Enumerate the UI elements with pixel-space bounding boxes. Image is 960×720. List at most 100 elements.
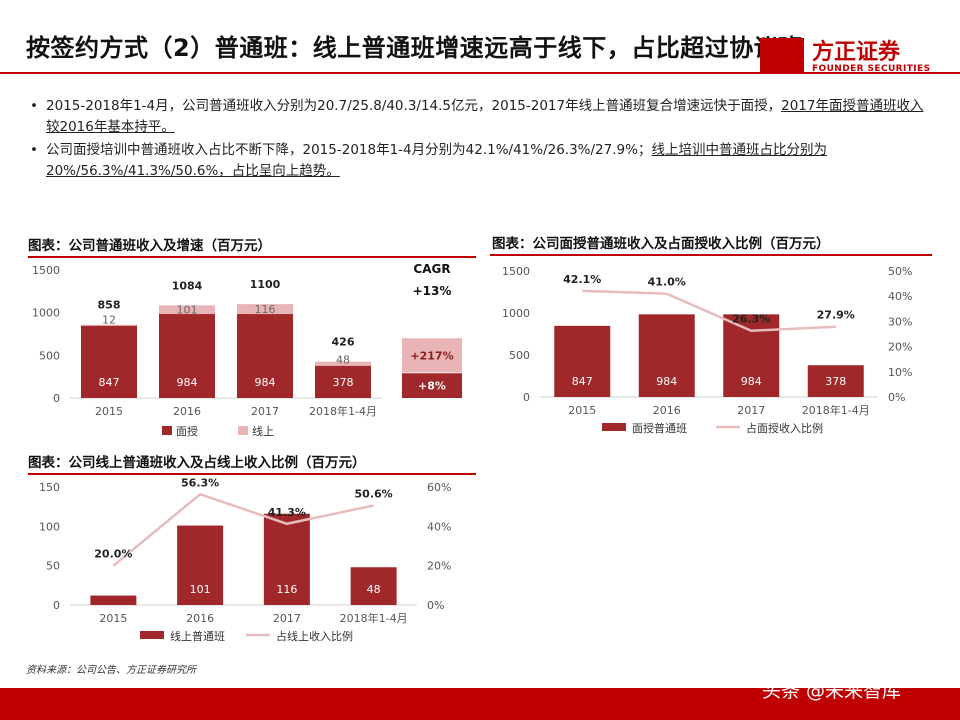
chart3-y2-tick: 60% xyxy=(427,481,451,494)
chart3-ratio-label: 56.3% xyxy=(181,476,219,489)
chart2-bar-label: 984 xyxy=(656,375,677,388)
chart2-category-label: 2016 xyxy=(653,404,681,417)
bullet-underlined-text: 线上培训中普通班占比分别为20%/56.3%/41.3%/50.6%，占比呈向上… xyxy=(46,142,827,179)
chart1-category-label: 2015 xyxy=(95,405,123,418)
chart1-svg: 0 500 1000 1500 847 12 858 2015 984 101 1084 2016 98… xyxy=(32,262,462,438)
chart1-y-tick: 0 xyxy=(53,392,60,405)
chart1-cagr-total: +13% xyxy=(413,284,452,298)
chart3-y-tick: 100 xyxy=(39,520,60,533)
chart3-bar-label: 48 xyxy=(367,583,381,596)
chart3-bar xyxy=(263,513,310,605)
title-divider xyxy=(0,72,960,74)
chart3-y-tick: 0 xyxy=(53,599,60,612)
logo-text-en: FOUNDER SECURITIES xyxy=(812,64,931,74)
chart3-category-label: 2015 xyxy=(99,612,127,625)
chart1-bar-online xyxy=(81,324,137,326)
chart3-bar-label: 116 xyxy=(276,583,297,596)
chart1-cagr-offline-box xyxy=(402,373,462,398)
chart1-cagr-offline: +8% xyxy=(418,380,446,393)
source-note: 资料来源：公司公告、方正证券研究所 xyxy=(26,665,196,676)
page-title: 按签约方式（2）普通班：线上普通班增速远高于线下，占比超过协议班 xyxy=(26,34,803,62)
summary-bullets: 2015-2018年1-4月，公司普通班收入分别为20.7/25.8/40.3/… xyxy=(28,96,928,184)
logo-mark-icon xyxy=(760,38,804,74)
chart1-category-label: 2017 xyxy=(251,405,279,418)
bullet-item: 2015-2018年1-4月，公司普通班收入分别为20.7/25.8/40.3/… xyxy=(28,96,928,138)
chart1-total-label: 1084 xyxy=(172,279,203,292)
chart2-y2-tick: 30% xyxy=(888,315,912,328)
chart2-bar xyxy=(638,314,695,397)
chart2-bar xyxy=(807,365,864,397)
chart3-title-rule xyxy=(28,473,476,475)
chart1-legend-swatch-offline xyxy=(162,426,172,435)
chart2-category-label: 2017 xyxy=(737,404,765,417)
founder-logo: 方正证券 FOUNDER SECURITIES xyxy=(760,30,940,82)
chart3-ratio-label: 20.0% xyxy=(94,548,132,561)
chart1-total-label: 858 xyxy=(98,299,121,312)
chart1-total-label: 426 xyxy=(332,336,355,349)
chart1-y-tick: 500 xyxy=(39,349,60,362)
chart2-ratio-line xyxy=(582,289,836,332)
footer-bar xyxy=(0,688,960,720)
chart3-bar-label: 101 xyxy=(190,583,211,596)
bullet-text: 2015-2018年1-4月，公司普通班收入分别为20.7/25.8/40.3/… xyxy=(46,98,782,114)
chart1-offline-label: 847 xyxy=(99,376,120,389)
chart2-bar-label: 984 xyxy=(741,375,762,388)
chart1-cagr-online-box xyxy=(402,338,462,373)
chart2-y2-tick: 20% xyxy=(888,341,912,354)
bullet-underlined-text: 2017年面授普通班收入较2016年基本持平。 xyxy=(46,98,924,135)
chart1-online-label: 101 xyxy=(177,304,198,317)
chart3-title: 图表：公司线上普通班收入及占线上收入比例（百万元） xyxy=(28,455,366,471)
chart2-y2-tick: 10% xyxy=(888,366,912,379)
chart2-bar xyxy=(554,325,611,397)
chart1-bar-online xyxy=(237,304,293,315)
chart1-bar-offline xyxy=(315,365,371,398)
chart2-y-tick: 0 xyxy=(523,391,530,404)
chart3-bar xyxy=(90,595,137,605)
chart1-y-tick: 1000 xyxy=(32,307,60,320)
chart3-ratio-line xyxy=(112,492,374,567)
chart1-bar-online xyxy=(159,305,215,315)
chart2-legend-bar: 面授普通班 xyxy=(632,421,687,435)
chart2-y2-tick: 0% xyxy=(888,391,905,404)
chart1-bar-offline xyxy=(237,314,293,398)
chart1-title: 图表：公司普通班收入及增速（百万元） xyxy=(28,238,271,254)
chart1-legend-offline: 面授 xyxy=(176,424,198,438)
chart1-cagr-header: CAGR xyxy=(413,262,450,276)
chart1-bar-online xyxy=(315,361,371,366)
chart3-category-label: 2017 xyxy=(273,612,301,625)
chart3-ratio-label: 41.3% xyxy=(268,506,306,519)
chart1-bar-offline xyxy=(81,325,137,398)
chart3-category-label: 2018年1-4月 xyxy=(340,611,408,625)
chart2-y-tick: 1500 xyxy=(502,265,530,278)
chart2-ratio-label: 41.0% xyxy=(648,276,686,289)
bullet-text: 公司面授培训中普通班收入占比不断下降，2015-2018年1-4月分别为42.1… xyxy=(46,142,652,158)
chart1-legend-swatch-online xyxy=(238,426,248,435)
chart3-bar xyxy=(350,567,397,605)
chart1-legend-online: 线上 xyxy=(252,424,274,438)
chart2-ratio-label: 27.9% xyxy=(817,309,855,322)
chart2-svg: 0 500 1000 1500 0% 10% 20% 30% 40% 50% 847 2015 984 2… xyxy=(502,265,912,435)
chart2-y-tick: 1000 xyxy=(502,307,530,320)
chart2-legend-line: 占面授收入比例 xyxy=(746,421,823,435)
chart2-legend-swatch-bar xyxy=(602,423,626,431)
chart3-y-tick: 150 xyxy=(39,481,60,494)
chart2-y2-tick: 40% xyxy=(888,290,912,303)
chart1-title-rule xyxy=(28,256,476,258)
chart2-category-label: 2015 xyxy=(568,404,596,417)
watermark-text: 头条 @未来智库 xyxy=(762,680,902,702)
bullet-item: 公司面授培训中普通班收入占比不断下降，2015-2018年1-4月分别为42.1… xyxy=(28,140,928,182)
chart3-bar xyxy=(177,525,224,605)
chart1-online-label: 48 xyxy=(336,354,350,367)
chart3-category-label: 2016 xyxy=(186,612,214,625)
chart1-offline-label: 984 xyxy=(177,376,198,389)
chart1-offline-label: 378 xyxy=(333,376,354,389)
chart1-y-tick: 1500 xyxy=(32,264,60,277)
chart2-category-label: 2018年1-4月 xyxy=(802,403,870,417)
chart1-bar-offline xyxy=(159,314,215,398)
chart1-online-label: 116 xyxy=(255,303,276,316)
chart1-category-label: 2018年1-4月 xyxy=(309,404,377,418)
chart3-bar-label: 12 xyxy=(106,583,120,596)
chart3-y2-tick: 20% xyxy=(427,560,451,573)
chart3-legend-bar: 线上普通班 xyxy=(170,629,225,643)
chart3-legend-swatch-bar xyxy=(140,631,164,639)
